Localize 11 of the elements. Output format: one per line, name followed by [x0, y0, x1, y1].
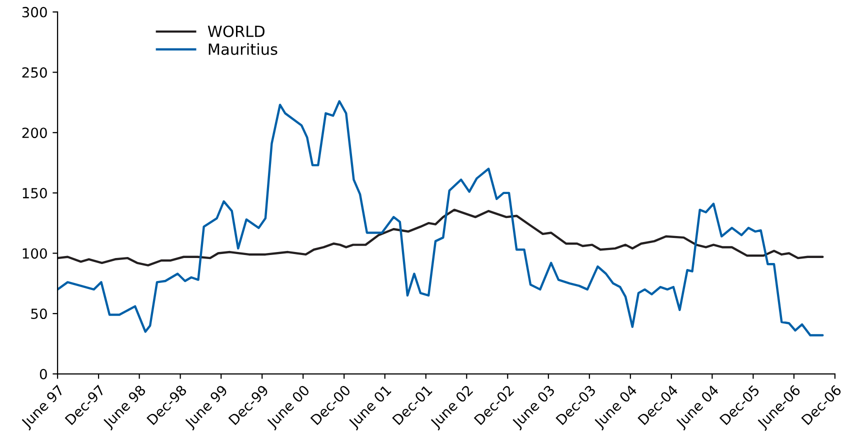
y-tick-label: 50	[31, 308, 47, 320]
legend-label: WORLD	[208, 26, 264, 38]
y-tick-label: 250	[22, 67, 47, 78]
y-tick-label: 300	[22, 6, 47, 18]
y-tick-label: 150	[22, 188, 47, 198]
y-tick-label: 100	[22, 248, 47, 259]
legend-label: Mauritius	[208, 43, 278, 55]
line-series	[58, 208, 824, 266]
y-tick-label: 200	[22, 128, 47, 138]
y-tick-label: 0	[40, 368, 47, 380]
line-series	[58, 100, 824, 336]
